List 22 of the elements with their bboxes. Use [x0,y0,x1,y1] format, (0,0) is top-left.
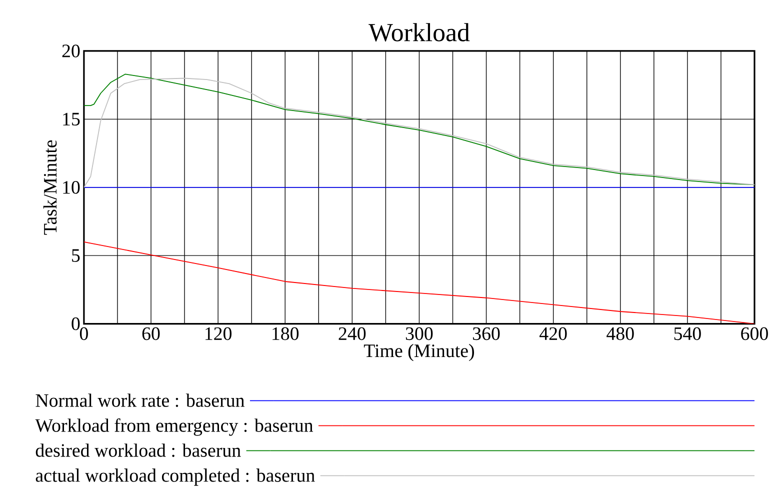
x-axis-title: Time (Minute) [364,344,474,362]
x-tick-label: 600 [741,327,768,340]
y-tick-label: 5 [72,249,80,262]
x-tick-label: 300 [406,327,433,340]
y-tick-label: 0 [72,318,80,330]
y-tick-label: 10 [63,181,80,194]
y-tick-label: 20 [62,44,80,58]
legend-label: Normal work rate : baserun [36,394,244,408]
legend-label: Workload from emergency : baserun [35,418,314,436]
legend-label: actual workload completed : baserun [36,468,315,486]
x-tick-label: 240 [338,327,366,340]
x-tick-label: 60 [142,327,160,340]
x-tick-label: 180 [272,327,299,340]
x-tick-label: 420 [540,327,567,340]
x-tick-label: 360 [472,327,500,340]
x-tick-label: 540 [674,327,701,340]
x-tick-label: 120 [206,327,232,340]
y-tick-label: 15 [63,113,80,126]
chart-title: Workload [368,23,470,42]
legend-label: desired workload : baserun [36,444,241,458]
y-axis-title: Task/Minute [43,140,57,235]
x-tick-label: 480 [606,327,634,340]
